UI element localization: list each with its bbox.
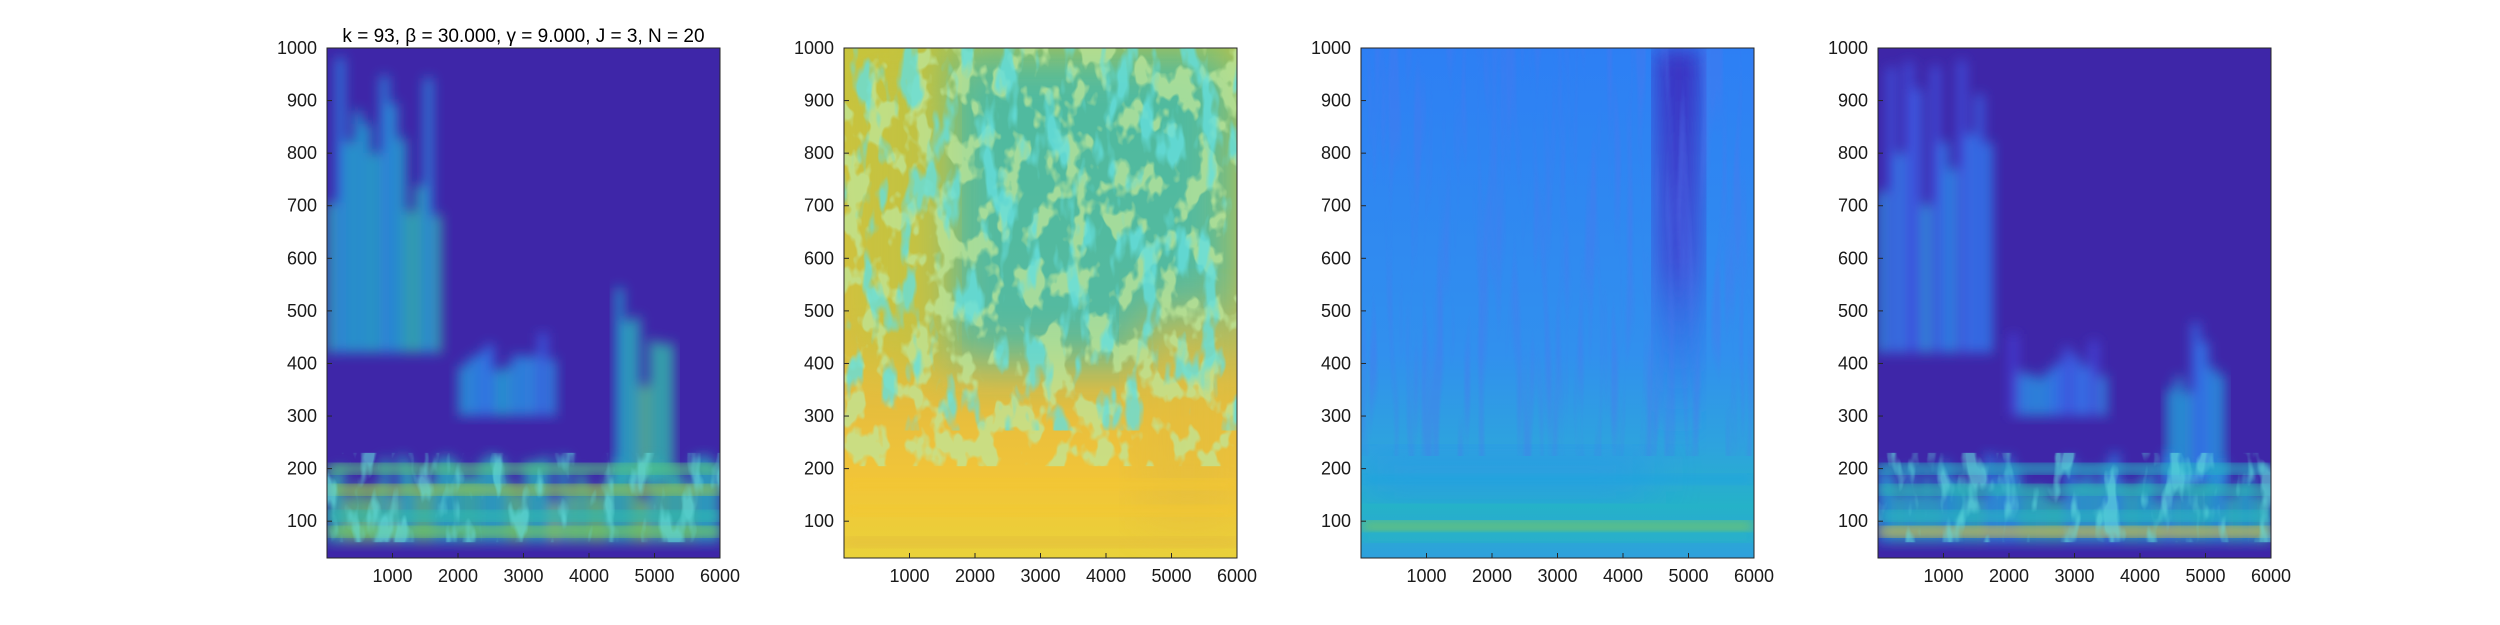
heatmap-image [844,48,1237,558]
y-tick-label: 400 [1838,353,1868,373]
y-tick-label: 100 [804,511,834,531]
heatmap-region [458,332,556,417]
heatmap-texture [1878,452,2271,543]
y-tick-label: 1000 [1828,38,1868,58]
x-axis: 1000 2000 3000 4000 5000 6000 [372,553,740,586]
heatmap-band [1361,474,1754,485]
x-tick-label: 2000 [438,566,478,586]
y-tick-label: 300 [287,406,317,426]
heatmap-band [844,505,1237,516]
y-tick-label: 600 [1838,248,1868,268]
heatmap-region [2166,322,2225,485]
heatmap-region [2009,333,2107,417]
x-tick-label: 5000 [634,566,674,586]
y-tick-label: 800 [804,143,834,163]
y-tick-label: 800 [287,143,317,163]
y-tick-label: 600 [804,248,834,268]
heatmap-region [1361,452,1650,495]
x-tick-label: 2000 [1989,566,2029,586]
y-tick-label: 200 [1321,459,1351,479]
y-tick-label: 300 [804,406,834,426]
heatmap-texture [1361,48,1754,456]
heatmap-panel-2: 1000 2000 3000 4000 5000 6000 100 200 300 400 500 6… [794,38,1257,586]
x-tick-label: 4000 [1086,566,1126,586]
x-tick-label: 4000 [2120,566,2160,586]
y-tick-label: 400 [804,353,834,373]
y-tick-label: 900 [1838,91,1868,111]
heatmap-texture [844,48,1237,431]
y-tick-label: 500 [1321,301,1351,321]
y-tick-label: 900 [287,91,317,111]
y-axis: 100 200 300 400 500 600 700 800 900 1000 [277,38,332,531]
x-tick-label: 3000 [2054,566,2094,586]
y-tick-label: 400 [287,353,317,373]
x-tick-label: 6000 [2251,566,2291,586]
heatmap-image [1361,48,1754,558]
y-tick-label: 700 [1321,196,1351,216]
y-tick-label: 1000 [277,38,317,58]
x-tick-label: 3000 [1020,566,1060,586]
x-tick-label: 5000 [1668,566,1708,586]
y-axis: 100 200 300 400 500 600 700 800 900 1000 [1828,38,1883,531]
x-axis: 1000 2000 3000 4000 5000 6000 [1406,553,1774,586]
y-tick-label: 300 [1838,406,1868,426]
heatmap-texture [327,452,720,543]
heatmap-band [844,537,1237,548]
heatmap-region [615,287,674,485]
y-tick-label: 700 [1838,196,1868,216]
heatmap-band [844,479,1237,490]
x-tick-label: 6000 [1217,566,1257,586]
y-tick-label: 100 [1321,511,1351,531]
y-tick-label: 500 [287,301,317,321]
x-tick-label: 5000 [1151,566,1191,586]
panel-title: k = 93, β = 30.000, γ = 9.000, J = 3, N … [342,26,704,47]
y-tick-label: 600 [287,248,317,268]
y-tick-label: 500 [1838,301,1868,321]
x-tick-label: 5000 [2185,566,2225,586]
heatmap-band [1361,521,1754,532]
heatmap-band [1361,531,1754,542]
y-tick-label: 900 [1321,91,1351,111]
y-tick-label: 200 [1838,459,1868,479]
x-tick-label: 2000 [955,566,995,586]
y-tick-label: 700 [804,196,834,216]
y-axis: 100 200 300 400 500 600 700 800 900 1000 [1311,38,1366,531]
heatmap-region [1878,60,1993,353]
x-tick-label: 3000 [503,566,543,586]
x-tick-label: 1000 [372,566,412,586]
y-tick-label: 200 [287,459,317,479]
x-tick-label: 1000 [1923,566,1963,586]
y-tick-label: 500 [804,301,834,321]
heatmap-panel-3: 1000 2000 3000 4000 5000 6000 100 200 300 400 500 6… [1311,38,1774,586]
heatmap-image [327,48,720,558]
x-tick-label: 4000 [1603,566,1643,586]
x-tick-label: 6000 [1734,566,1774,586]
heatmap-image [1878,48,2271,558]
y-tick-label: 600 [1321,248,1351,268]
y-tick-label: 900 [804,91,834,111]
x-tick-label: 2000 [1472,566,1512,586]
y-tick-label: 400 [1321,353,1351,373]
x-tick-label: 1000 [1406,566,1446,586]
y-tick-label: 200 [804,459,834,479]
y-tick-label: 800 [1321,143,1351,163]
heatmap-region [327,57,442,353]
y-tick-label: 1000 [794,38,834,58]
heatmap-panel-4: 1000 2000 3000 4000 5000 6000 100 200 300 400 500 6… [1828,38,2291,586]
y-tick-label: 800 [1838,143,1868,163]
x-tick-label: 1000 [889,566,929,586]
y-axis: 100 200 300 400 500 600 700 800 900 1000 [794,38,849,531]
y-tick-label: 100 [1838,511,1868,531]
x-tick-label: 4000 [569,566,609,586]
x-axis: 1000 2000 3000 4000 5000 6000 [1923,553,2291,586]
heatmap-panel-1: 1000 2000 3000 4000 5000 6000 100 200 300 400 500 6… [277,26,740,586]
x-axis: 1000 2000 3000 4000 5000 6000 [889,553,1257,586]
y-tick-label: 100 [287,511,317,531]
y-tick-label: 700 [287,196,317,216]
x-tick-label: 6000 [700,566,740,586]
y-tick-label: 1000 [1311,38,1351,58]
y-tick-label: 300 [1321,406,1351,426]
x-tick-label: 3000 [1537,566,1577,586]
